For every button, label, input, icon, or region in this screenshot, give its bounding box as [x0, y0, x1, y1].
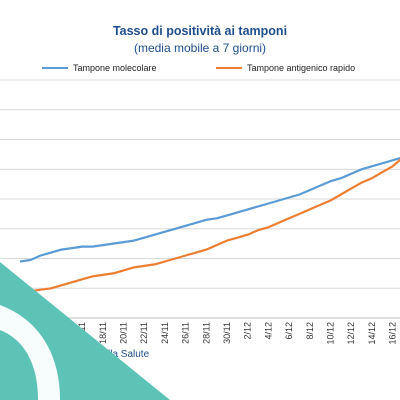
x-tick-label: 20/11: [119, 322, 129, 344]
series-layer: [19, 157, 400, 293]
legend-item-antigenico: Tampone antigenico rapido: [216, 63, 355, 73]
legend-label-antigenico: Tampone antigenico rapido: [247, 63, 356, 73]
x-tick-label: 4/12: [263, 322, 273, 340]
source-note: lla Salute: [108, 349, 150, 360]
chart-legend: Tampone molecolare Tampone antigenico ra…: [0, 63, 400, 77]
x-tick-label: 12/11: [36, 322, 46, 344]
x-tick-label: 22/11: [139, 322, 149, 344]
x-tick-label: 12/12: [346, 322, 356, 345]
legend-label-molecolare: Tampone molecolare: [73, 63, 157, 73]
legend-swatch-molecolare: [42, 67, 68, 69]
chart-subtitle: (media mobile a 7 giorni): [133, 41, 267, 55]
x-tick-label: 28/11: [201, 322, 211, 344]
chart-title: Tasso di positività ai tamponi: [112, 24, 288, 38]
legend-swatch-antigenico: [216, 67, 242, 69]
series-line-molecolare: [19, 157, 400, 263]
x-tick-label: 30/11: [222, 322, 232, 344]
x-tick-label: 6/12: [284, 322, 294, 340]
legend-item-molecolare: Tampone molecolare: [42, 63, 157, 73]
x-tick-label: 14/12: [367, 322, 377, 345]
x-tick-label: 24/11: [160, 322, 170, 344]
x-axis-tick-labels: 10/11 12/11 14/11 16/11 18/11 20/11 22/11 24/11…: [15, 322, 398, 345]
x-tick-label: 16/11: [77, 322, 87, 344]
x-tick-label: 26/11: [181, 322, 191, 344]
x-tick-label: 10/11: [15, 322, 25, 344]
x-tick-label: 14/11: [56, 322, 66, 344]
gridlines: [0, 79, 400, 319]
x-tick-label: 2/12: [243, 322, 253, 340]
x-tick-label: 8/12: [305, 322, 315, 340]
x-tick-label: 16/12: [388, 322, 398, 345]
x-tick-label: 10/12: [326, 322, 336, 345]
x-tick-label: 18/11: [98, 322, 108, 344]
